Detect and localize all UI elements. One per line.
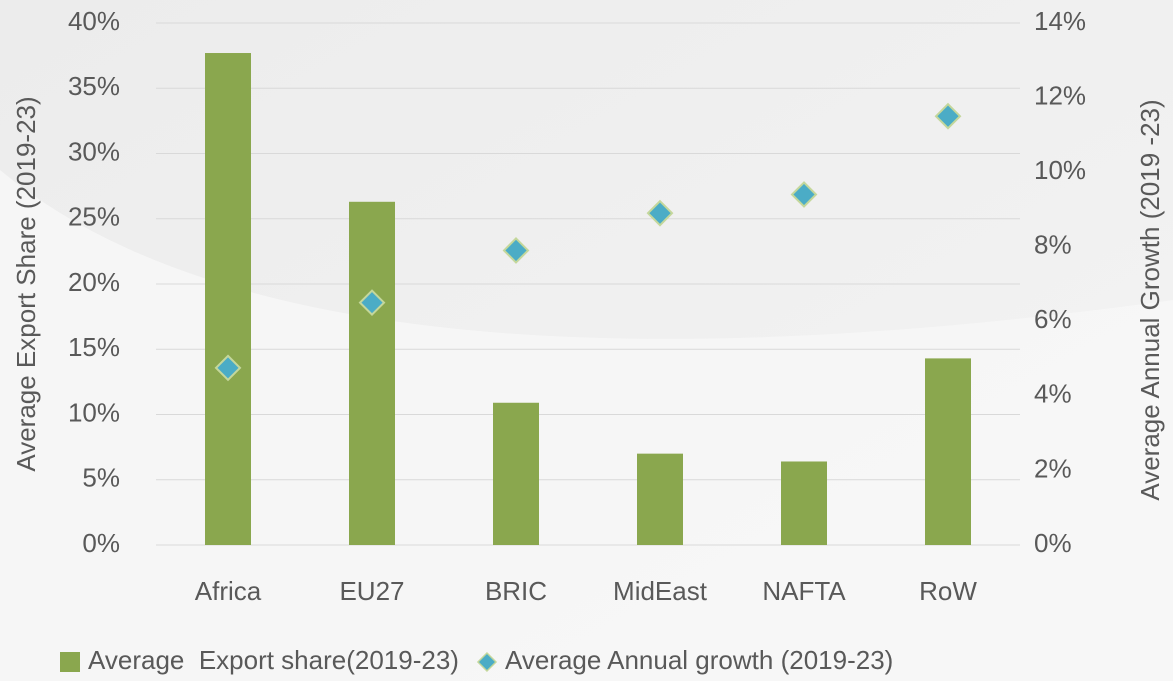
diamond-marker <box>502 237 530 264</box>
y2-axis-title: Average Annual Growth (2019 -23) <box>1135 99 1165 500</box>
y2-tick-label: 6% <box>1034 304 1072 334</box>
y-tick-label: 35% <box>68 71 120 101</box>
diamond-marker <box>646 199 674 227</box>
y2-tick-label: 10% <box>1034 155 1086 185</box>
legend-swatch <box>476 651 498 673</box>
y-axis-title: Average Export Share (2019-23) <box>11 96 41 471</box>
diamond-marker <box>358 289 386 317</box>
x-tick-label: RoW <box>919 576 977 606</box>
y-tick-label: 40% <box>68 6 120 36</box>
x-tick-label: NAFTA <box>762 576 846 606</box>
diamond-marker <box>790 181 818 208</box>
bar <box>637 453 683 545</box>
background-swoosh <box>0 170 1173 681</box>
y-tick-label: 30% <box>68 136 120 166</box>
legend-swatch <box>60 652 80 672</box>
legend-label: Average Annual growth (2019-23) <box>505 645 893 675</box>
bar <box>925 358 971 545</box>
y-tick-label: 25% <box>68 202 120 232</box>
y-tick-label: 20% <box>68 267 120 297</box>
y2-tick-label: 14% <box>1034 6 1086 36</box>
bar <box>781 461 827 545</box>
bar <box>349 201 395 545</box>
y2-tick-label: 12% <box>1034 80 1086 110</box>
y2-tick-label: 0% <box>1034 528 1072 558</box>
y2-tick-label: 8% <box>1034 230 1072 260</box>
bar <box>205 53 251 545</box>
y2-tick-label: 2% <box>1034 453 1072 483</box>
y2-tick-label: 4% <box>1034 379 1072 409</box>
x-tick-label: Africa <box>195 576 262 606</box>
y-tick-label: 15% <box>68 332 120 362</box>
diamond-marker <box>934 102 962 130</box>
x-tick-label: EU27 <box>339 576 404 606</box>
y-tick-label: 10% <box>68 397 120 427</box>
y-tick-label: 5% <box>82 463 120 493</box>
y-tick-label: 0% <box>82 528 120 558</box>
x-tick-label: BRIC <box>485 576 547 606</box>
legend-label: Average Export share(2019-23) <box>88 645 459 675</box>
bar <box>493 402 539 545</box>
x-tick-label: MidEast <box>613 576 708 606</box>
diamond-marker <box>214 354 242 382</box>
